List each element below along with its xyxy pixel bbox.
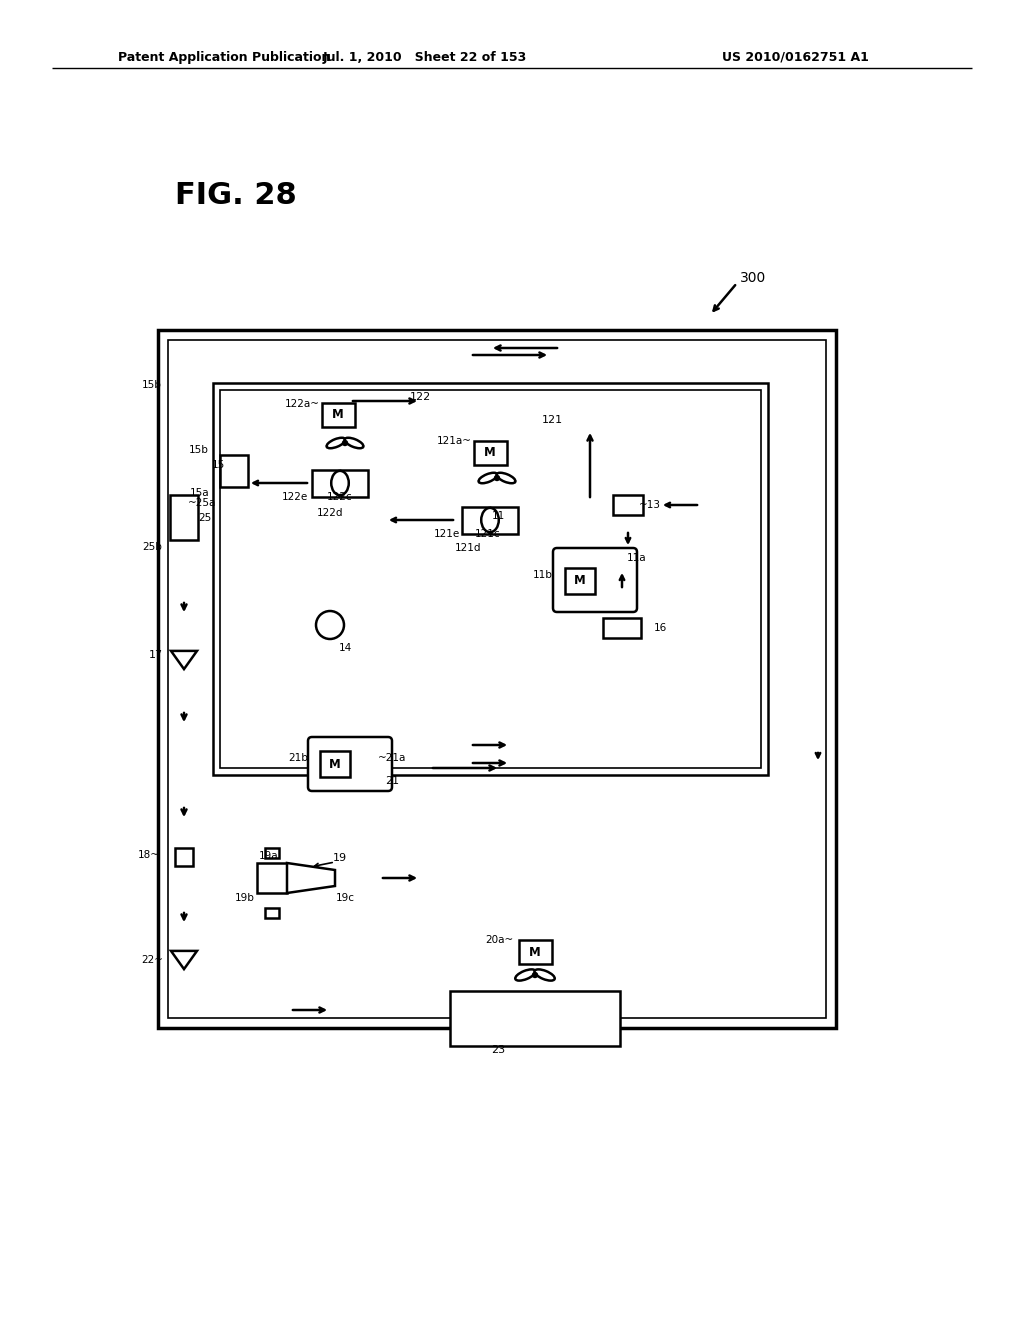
Text: FIG. 28: FIG. 28: [175, 181, 297, 210]
Text: Patent Application Publication: Patent Application Publication: [118, 50, 331, 63]
Circle shape: [495, 475, 500, 480]
Polygon shape: [171, 651, 197, 669]
Bar: [257, 863, 287, 894]
Text: 11: 11: [492, 511, 505, 521]
Text: 18~: 18~: [138, 850, 160, 861]
Bar: [170, 495, 198, 540]
Text: M: M: [529, 945, 541, 958]
Text: US 2010/0162751 A1: US 2010/0162751 A1: [722, 50, 868, 63]
Circle shape: [532, 973, 538, 978]
Text: 16: 16: [653, 623, 667, 634]
Text: 121a~: 121a~: [437, 436, 472, 446]
Text: 122e: 122e: [282, 492, 308, 502]
Bar: [168, 341, 826, 1018]
Bar: [450, 991, 620, 1045]
Text: 300: 300: [740, 271, 766, 285]
Bar: [319, 751, 350, 777]
Text: M: M: [329, 758, 341, 771]
Text: 20a~: 20a~: [484, 935, 513, 945]
Polygon shape: [171, 950, 197, 969]
Text: 11a: 11a: [627, 553, 647, 564]
Text: 11b: 11b: [534, 570, 553, 579]
Bar: [341, 470, 369, 498]
Text: 15a: 15a: [189, 488, 209, 498]
Bar: [158, 330, 836, 1028]
Text: 19: 19: [333, 853, 347, 863]
Bar: [603, 618, 641, 638]
Text: 122d: 122d: [316, 508, 343, 517]
Text: 14: 14: [338, 643, 351, 653]
Polygon shape: [287, 863, 335, 894]
Ellipse shape: [481, 508, 499, 532]
Text: 19a: 19a: [258, 851, 278, 861]
Text: 15: 15: [211, 459, 224, 470]
Text: 122a~: 122a~: [285, 399, 319, 409]
Text: 21: 21: [385, 776, 399, 785]
Ellipse shape: [327, 438, 345, 449]
FancyBboxPatch shape: [553, 548, 637, 612]
Text: 19c: 19c: [336, 894, 354, 903]
Bar: [220, 389, 761, 768]
Bar: [462, 507, 488, 535]
Text: 122: 122: [410, 392, 431, 403]
Text: Jul. 1, 2010   Sheet 22 of 153: Jul. 1, 2010 Sheet 22 of 153: [323, 50, 527, 63]
Text: M: M: [574, 574, 586, 587]
Bar: [565, 568, 595, 594]
Bar: [175, 847, 193, 866]
Text: 25: 25: [199, 513, 212, 523]
Bar: [265, 847, 279, 858]
Ellipse shape: [344, 438, 364, 449]
Text: ~25a: ~25a: [187, 498, 216, 508]
Ellipse shape: [478, 473, 498, 483]
Text: 121c: 121c: [475, 529, 501, 539]
Text: M: M: [484, 446, 496, 459]
Text: 21b: 21b: [288, 752, 308, 763]
Ellipse shape: [497, 473, 515, 483]
Bar: [613, 495, 643, 515]
Ellipse shape: [515, 969, 536, 981]
Circle shape: [316, 611, 344, 639]
Text: 19b: 19b: [236, 894, 255, 903]
Bar: [519, 940, 552, 964]
Text: 15b: 15b: [189, 445, 209, 455]
Text: 121e: 121e: [434, 529, 460, 539]
Text: 17: 17: [148, 649, 163, 660]
Bar: [492, 507, 518, 535]
Text: ~21a: ~21a: [378, 752, 407, 763]
Text: 15b: 15b: [142, 380, 162, 389]
Text: 122c: 122c: [328, 492, 353, 502]
Bar: [474, 441, 507, 465]
Text: 121d: 121d: [455, 543, 481, 553]
FancyBboxPatch shape: [308, 737, 392, 791]
Ellipse shape: [535, 969, 555, 981]
Text: M: M: [332, 408, 344, 421]
Circle shape: [342, 441, 347, 446]
Bar: [265, 908, 279, 917]
Text: 25b: 25b: [142, 543, 162, 552]
Bar: [213, 383, 768, 775]
Bar: [322, 403, 355, 426]
Text: 121: 121: [542, 414, 562, 425]
Bar: [311, 470, 339, 498]
Text: ~13: ~13: [639, 500, 662, 510]
Bar: [220, 455, 248, 487]
Text: 22~: 22~: [141, 954, 163, 965]
Text: 23: 23: [490, 1045, 505, 1055]
Ellipse shape: [331, 471, 349, 495]
